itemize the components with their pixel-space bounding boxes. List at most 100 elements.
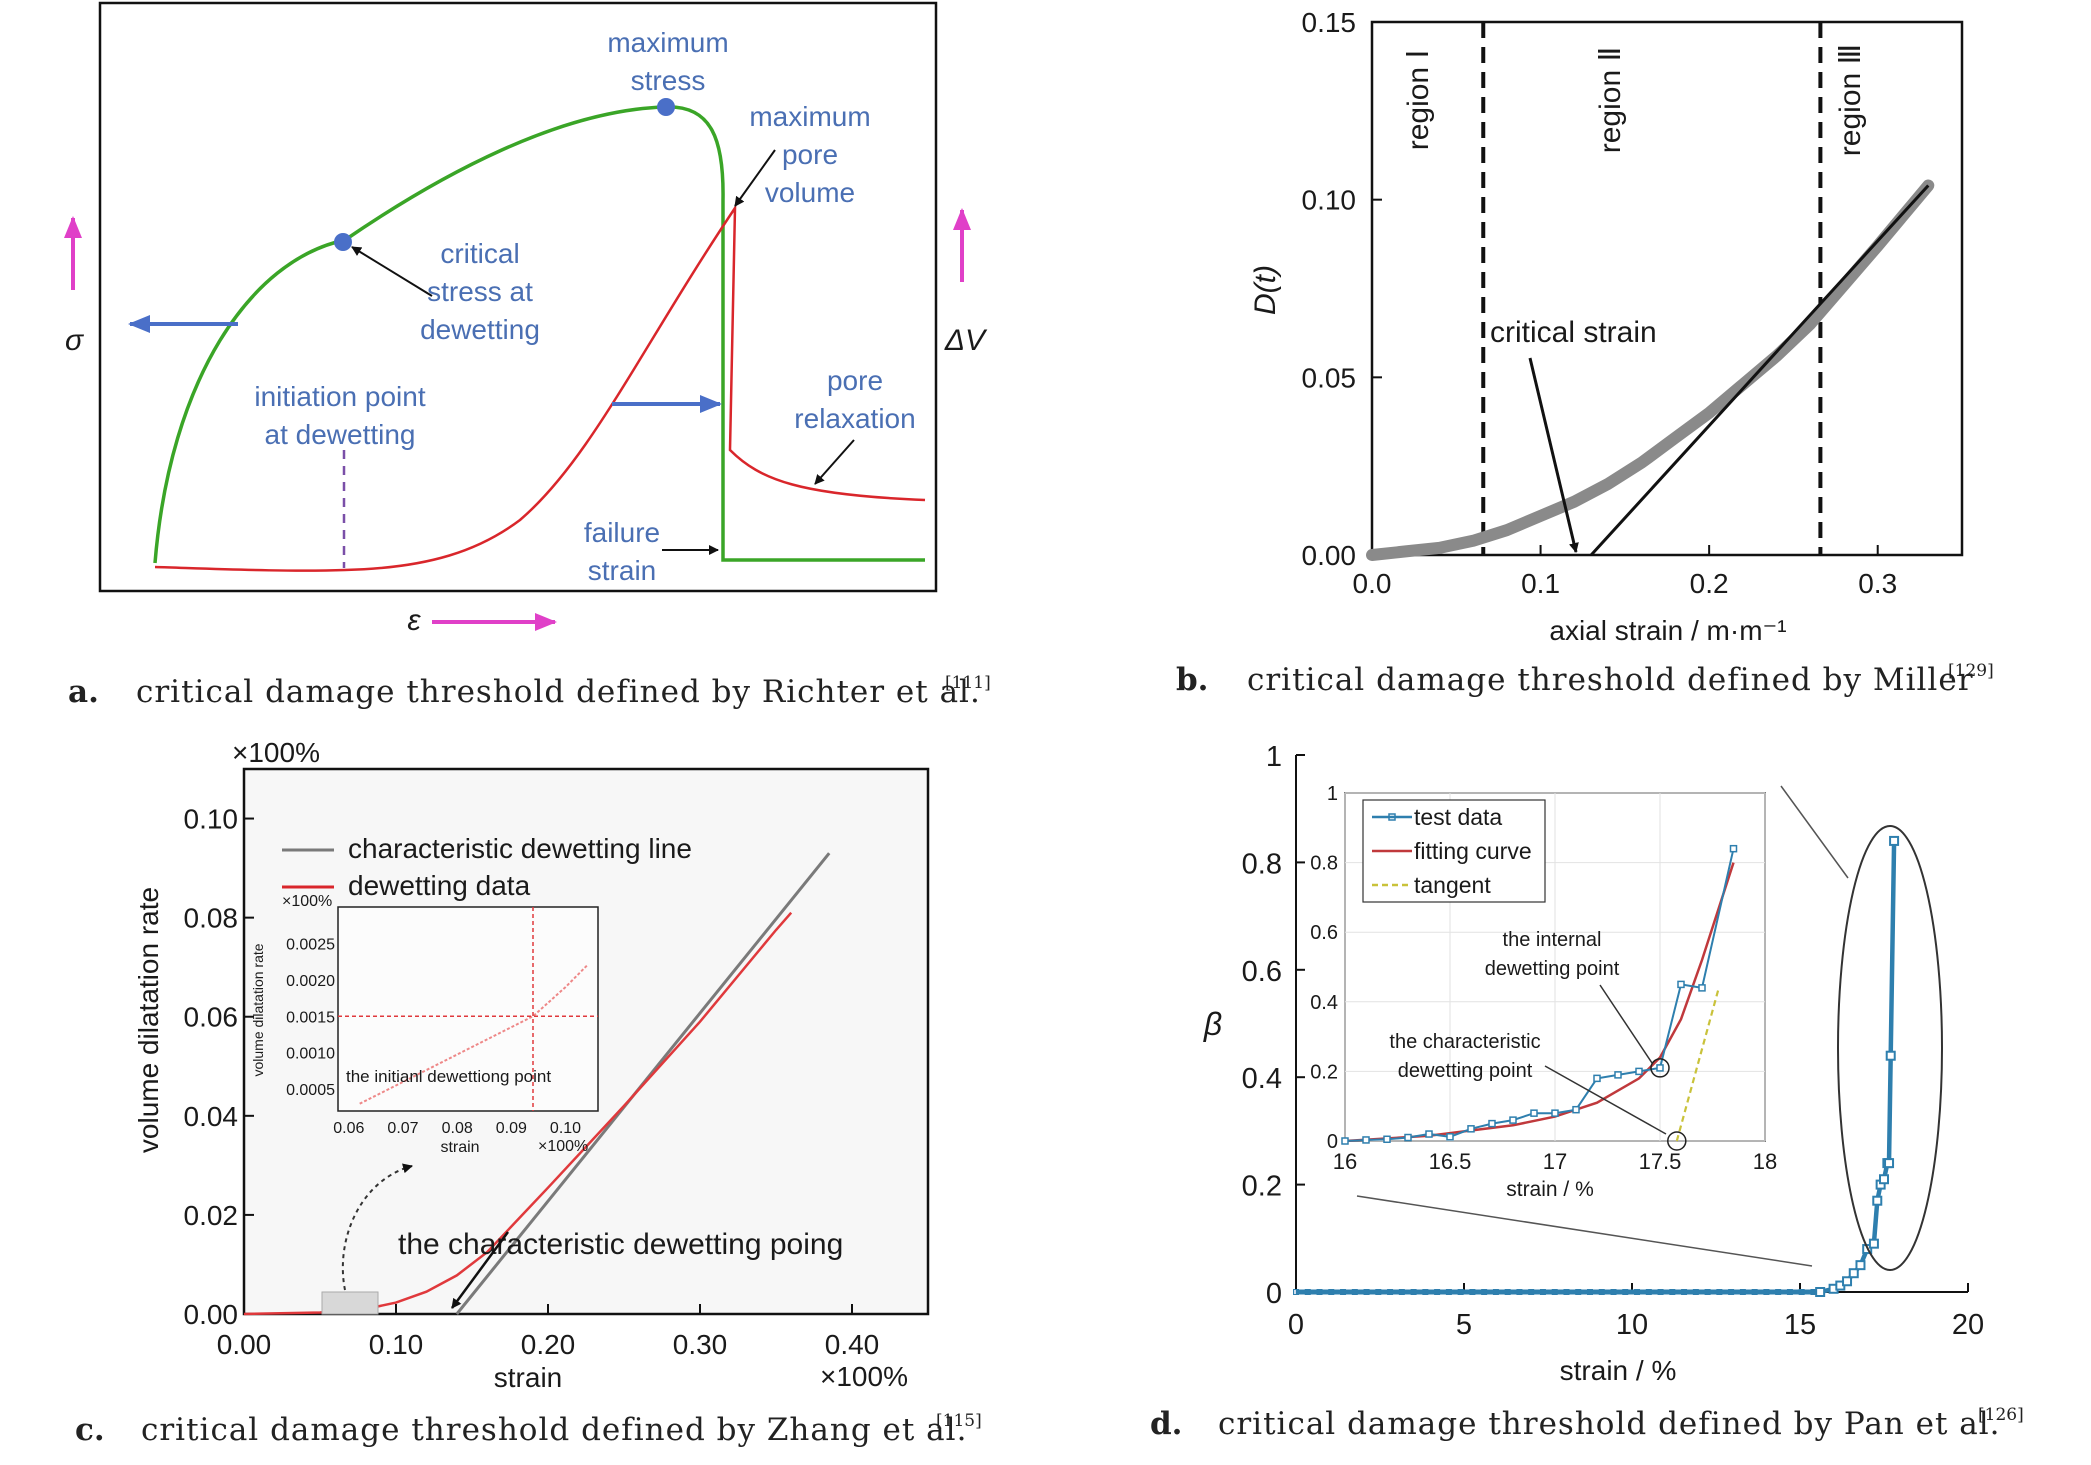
d-inset-ytick-label: 1 bbox=[1327, 783, 1338, 805]
d-data-marker bbox=[1885, 1050, 1896, 1061]
init-label-1: initiation point bbox=[254, 381, 425, 412]
relax-label-1: pore bbox=[827, 365, 883, 396]
d-inset-xtick-label: 16 bbox=[1333, 1149, 1357, 1174]
c-inset-ytick-label: 0.0015 bbox=[286, 1009, 335, 1026]
captions: a. critical damage threshold defined by … bbox=[68, 661, 2024, 1448]
b-xtick-label: 0.3 bbox=[1858, 568, 1897, 599]
d-legend-2: fitting curve bbox=[1414, 838, 1532, 864]
c-zoom-arrow bbox=[341, 1163, 413, 1291]
d-inset-xlabel: strain / % bbox=[1506, 1178, 1594, 1201]
c-inset-curve bbox=[359, 964, 588, 1105]
d-inset-xtick-label: 17 bbox=[1543, 1149, 1567, 1174]
d-data-marker bbox=[1889, 835, 1900, 846]
d-inset-test-marker bbox=[1530, 1109, 1538, 1117]
c-inset-xtick-label: 0.09 bbox=[496, 1120, 527, 1137]
d-xtick-label: 20 bbox=[1952, 1309, 1984, 1341]
d-inset-test-marker bbox=[1729, 844, 1738, 853]
caption-b-text: critical damage threshold defined by Mil… bbox=[1247, 662, 1974, 698]
b-ytick-label: 0.00 bbox=[1302, 540, 1357, 571]
b-xlabel: axial strain / m·m⁻¹ bbox=[1549, 615, 1786, 646]
panel-a-frame bbox=[98, 1, 938, 593]
d-inset-internal-point bbox=[1650, 1058, 1670, 1078]
c-inset-xtick-label: 0.06 bbox=[333, 1120, 364, 1137]
c-xtick-label: 0.10 bbox=[369, 1329, 424, 1360]
d-ytick-label: 0.2 bbox=[1242, 1171, 1282, 1203]
c-annotation-arrow bbox=[450, 1231, 510, 1309]
caption-c-ref: [115] bbox=[936, 1411, 982, 1431]
stress-curve bbox=[153, 105, 925, 564]
fail-label-1: failure bbox=[584, 517, 660, 548]
d-ytick-label: 0 bbox=[1266, 1278, 1282, 1310]
d-inset-test-marker bbox=[1467, 1125, 1475, 1133]
c-ytick-label: 0.04 bbox=[184, 1101, 239, 1132]
d-inset-xtick-label: 18 bbox=[1753, 1149, 1777, 1174]
d-inset-ytick-label: 0.4 bbox=[1310, 992, 1338, 1014]
c-x-unit: ×100% bbox=[820, 1361, 908, 1392]
caption-d-ref: [126] bbox=[1978, 1405, 2024, 1425]
d-ann2-line1: the characteristic bbox=[1389, 1031, 1540, 1053]
d-inset-test-marker bbox=[1572, 1105, 1580, 1114]
d-inset-tangent bbox=[1675, 987, 1720, 1142]
d-data-marker bbox=[1848, 1268, 1859, 1279]
d-data-marker bbox=[1884, 1158, 1895, 1169]
c-y-unit: ×100% bbox=[232, 737, 320, 768]
d-zoom-ellipse bbox=[1837, 825, 1943, 1271]
critical-stress-point bbox=[334, 233, 352, 251]
caption-a-letter: a. bbox=[68, 674, 99, 710]
caption-a-text: critical damage threshold defined by Ric… bbox=[136, 674, 981, 710]
d-ann2-line2: dewetting point bbox=[1398, 1060, 1533, 1082]
panel-b-regions: region Ⅰ region Ⅱ region Ⅲ bbox=[1402, 22, 1867, 555]
d-inset-test-marker bbox=[1341, 1137, 1349, 1145]
c-legend-1: characteristic dewetting line bbox=[348, 833, 692, 864]
panel-b-frame bbox=[1370, 20, 1964, 557]
c-xtick-label: 0.20 bbox=[521, 1329, 576, 1360]
max-pore-label-2: pore bbox=[782, 139, 838, 170]
d-inset-xtick-label: 17.5 bbox=[1639, 1149, 1682, 1174]
d-xtick-label: 10 bbox=[1616, 1309, 1648, 1341]
d-inset-test-marker bbox=[1656, 1064, 1664, 1072]
d-zoom-line-1 bbox=[1780, 785, 1849, 879]
panel-b-data bbox=[1366, 179, 1935, 561]
c-ytick-label: 0.02 bbox=[184, 1200, 239, 1231]
crit-label-1: critical bbox=[440, 238, 519, 269]
c-xtick-label: 0.30 bbox=[673, 1329, 728, 1360]
d-legend-1: test data bbox=[1414, 804, 1502, 830]
d-ylabel: β bbox=[1203, 1006, 1222, 1042]
c-ylabel: volume dilatation rate bbox=[133, 887, 164, 1153]
panel-c-ticks: 0.00 0.10 0.20 0.30 0.40 0.00 0.02 0.04 0.06 0.08… bbox=[184, 804, 880, 1360]
d-ytick-label: 0.6 bbox=[1242, 956, 1282, 988]
max-stress-label-2: stress bbox=[631, 65, 706, 96]
c-inset-xlabel: strain bbox=[440, 1139, 479, 1156]
d-ann2-pointer bbox=[1544, 1065, 1667, 1135]
b-region-label: region Ⅲ bbox=[1834, 44, 1867, 156]
c-xlabel: strain bbox=[494, 1362, 562, 1393]
c-xtick-label: 0.40 bbox=[825, 1329, 880, 1360]
c-ytick-label: 0.06 bbox=[184, 1002, 239, 1033]
init-label-2: at dewetting bbox=[265, 419, 416, 450]
b-region-label: region Ⅰ bbox=[1402, 50, 1435, 151]
d-inset-ytick-label: 0.2 bbox=[1310, 1061, 1338, 1083]
d-ytick-label: 1 bbox=[1266, 741, 1282, 773]
d-data-marker bbox=[1815, 1287, 1826, 1297]
d-legend-test-marker bbox=[1388, 813, 1396, 821]
d-inset-data bbox=[1341, 844, 1738, 1151]
b-critical-arrow bbox=[1528, 357, 1579, 553]
relax-arrow bbox=[814, 439, 855, 485]
c-inset-ylabel: volume dilatation rate bbox=[250, 943, 266, 1076]
crit-arrow bbox=[351, 246, 433, 297]
d-data-marker bbox=[1872, 1195, 1883, 1206]
c-inset-ytick-label: 0.0025 bbox=[286, 936, 335, 953]
caption-b-ref: [129] bbox=[1948, 661, 1994, 681]
b-ytick-label: 0.15 bbox=[1302, 7, 1357, 38]
d-inset-test-marker bbox=[1362, 1136, 1370, 1144]
pore-volume-curve bbox=[154, 203, 926, 572]
eps-label: ε bbox=[407, 604, 421, 637]
d-inset-ticks: 16 16.5 17 17.5 18 0 0.2 0.4 0.6 0.8 1 bbox=[1310, 783, 1777, 1174]
b-xtick-label: 0.2 bbox=[1690, 568, 1729, 599]
fail-label-2: strain bbox=[588, 555, 656, 586]
panel-c: 0.00 0.10 0.20 0.30 0.40 0.00 0.02 0.04 0.06 0.08… bbox=[133, 737, 930, 1393]
c-ytick-label: 0.08 bbox=[184, 903, 239, 934]
d-data-marker bbox=[1868, 1238, 1879, 1249]
